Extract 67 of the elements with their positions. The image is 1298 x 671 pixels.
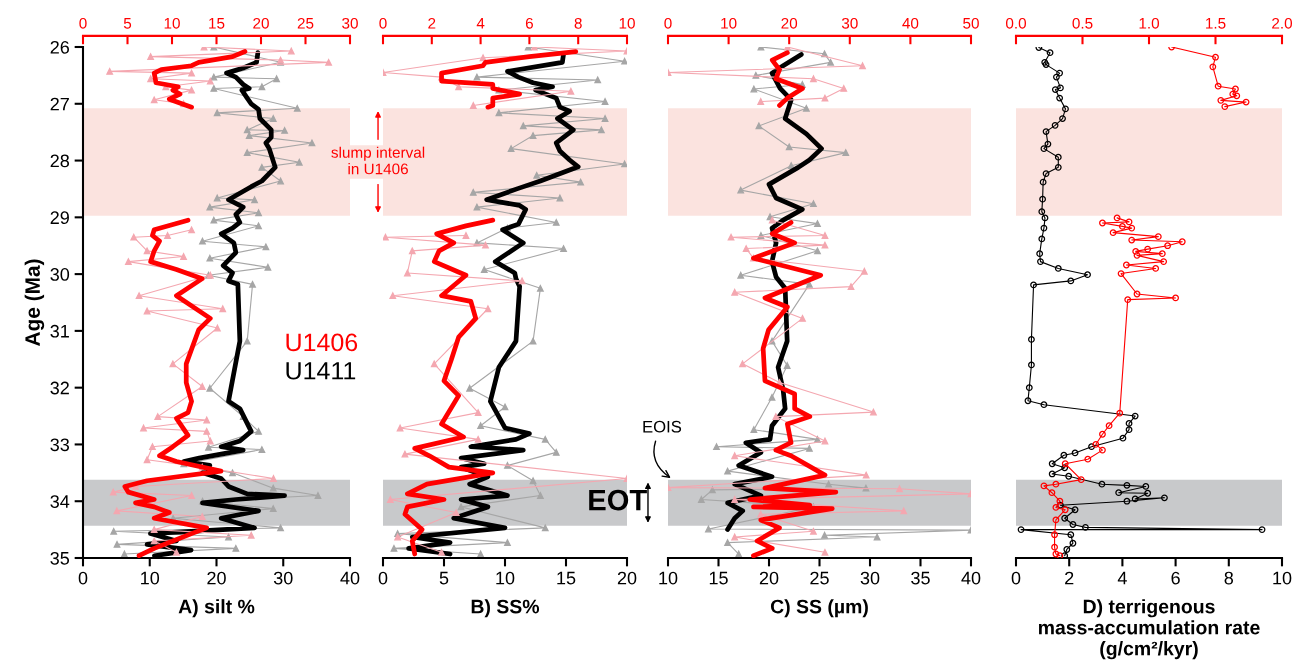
x-tick-label: 20 bbox=[759, 571, 779, 585]
x-tick-label: 20 bbox=[617, 571, 637, 585]
x2-tick-label: 0 bbox=[379, 17, 387, 29]
x-tick-label: 4 bbox=[1117, 571, 1127, 585]
x-tick-label: 10 bbox=[141, 571, 160, 585]
x-tick-label: 30 bbox=[860, 571, 880, 585]
x2-tick-label: 10 bbox=[721, 17, 737, 29]
x-axis-title: C) SS (µm) bbox=[770, 599, 868, 618]
x2-tick-label: 50 bbox=[963, 17, 979, 29]
band-label: EOT bbox=[589, 489, 647, 511]
band-label: slump interval in U1406 bbox=[331, 146, 425, 175]
x2-tick-label: 0.0 bbox=[1005, 17, 1027, 29]
x-tick-label: 10 bbox=[496, 571, 515, 585]
x2-tick-label: 2 bbox=[428, 17, 436, 29]
y-tick-label: 28 bbox=[50, 154, 70, 168]
y-tick-label: 35 bbox=[50, 551, 70, 565]
x2-tick-label: 5 bbox=[123, 18, 132, 29]
x-tick-label: 15 bbox=[557, 571, 576, 585]
y-tick-label: 29 bbox=[50, 211, 69, 225]
x-tick-label: 2 bbox=[1065, 571, 1074, 585]
x-tick-label: 30 bbox=[273, 571, 293, 585]
x-tick-label: 5 bbox=[439, 571, 449, 585]
x-tick-label: 8 bbox=[1224, 571, 1234, 585]
x-axis-title: D) terrigenous mass-accumulation rate (g/cm²/kyr) bbox=[1038, 599, 1260, 660]
x-tick-label: 35 bbox=[911, 571, 930, 585]
x-tick-label: 6 bbox=[1171, 571, 1180, 585]
annotation: EOIS bbox=[643, 420, 682, 433]
x-axis-title: A) silt % bbox=[178, 599, 255, 618]
x2-tick-label: 30 bbox=[841, 17, 858, 29]
x-tick-label: 40 bbox=[961, 571, 981, 585]
y-tick-label: 30 bbox=[50, 268, 70, 281]
x2-tick-label: 10 bbox=[164, 17, 180, 29]
x-tick-label: 40 bbox=[340, 571, 360, 585]
x2-tick-label: 4 bbox=[476, 18, 485, 29]
y-tick-label: 33 bbox=[50, 438, 70, 452]
y-tick-label: 26 bbox=[50, 40, 70, 54]
x-axis-title: B) SS% bbox=[471, 599, 540, 618]
x-tick-label: 20 bbox=[207, 571, 226, 585]
x-tick-label: 0 bbox=[378, 571, 388, 585]
x2-tick-label: 40 bbox=[902, 17, 919, 29]
x2-tick-label: 2.0 bbox=[1272, 17, 1293, 29]
x-tick-label: 25 bbox=[810, 571, 829, 585]
x-tick-label: 0 bbox=[1011, 571, 1021, 585]
x-tick-label: 15 bbox=[709, 571, 728, 585]
x2-tick-label: 10 bbox=[619, 17, 635, 29]
y-tick-label: 31 bbox=[50, 324, 69, 338]
x-tick-label: 10 bbox=[659, 571, 678, 585]
x-tick-label: 0 bbox=[78, 571, 88, 585]
x2-tick-label: 20 bbox=[253, 17, 269, 29]
x2-tick-label: 1.0 bbox=[1139, 17, 1160, 29]
x2-tick-label: 15 bbox=[209, 18, 225, 29]
x2-tick-label: 0 bbox=[79, 17, 87, 29]
x2-tick-label: 6 bbox=[525, 17, 533, 29]
y-tick-label: 34 bbox=[50, 495, 70, 508]
text: U1406 bbox=[286, 333, 358, 352]
x2-tick-label: 1.5 bbox=[1206, 18, 1226, 29]
x2-tick-label: 30 bbox=[342, 17, 358, 29]
x2-tick-label: 0 bbox=[664, 17, 672, 29]
series-label: U1411 bbox=[286, 362, 356, 380]
x2-tick-label: 25 bbox=[297, 17, 314, 29]
y-axis-title: Age (Ma) bbox=[24, 259, 45, 346]
x2-tick-label: 8 bbox=[574, 17, 582, 29]
x2-tick-label: 0.5 bbox=[1072, 17, 1093, 29]
y-tick-label: 32 bbox=[50, 381, 69, 395]
x-tick-label: 10 bbox=[1273, 571, 1292, 585]
y-tick-label: 27 bbox=[50, 97, 69, 111]
x2-tick-label: 20 bbox=[781, 17, 798, 29]
